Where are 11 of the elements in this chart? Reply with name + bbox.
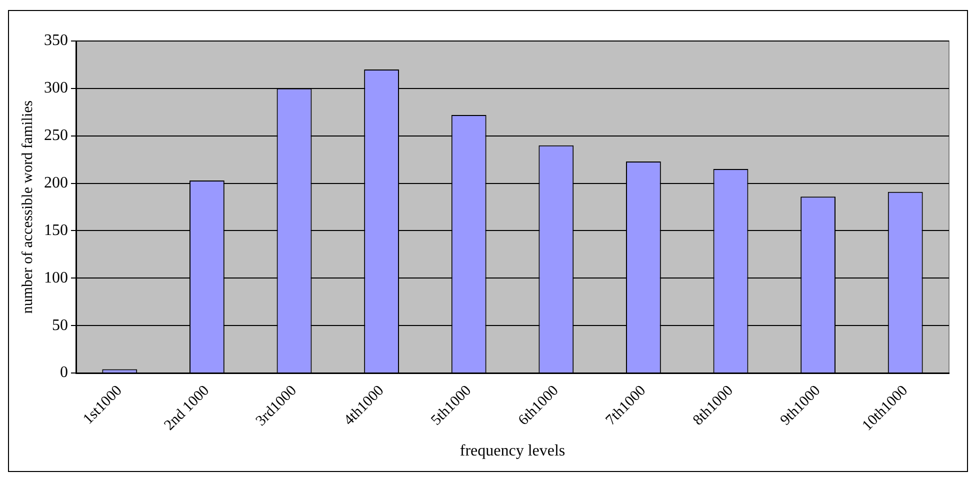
x-axis-title: frequency levels bbox=[460, 442, 566, 460]
y-tick-label: 250 bbox=[44, 127, 68, 144]
y-tick-label: 300 bbox=[44, 80, 68, 97]
y-axis-title: number of accessible word families bbox=[20, 100, 36, 314]
y-tick-label: 350 bbox=[44, 32, 68, 50]
y-tick-label: 150 bbox=[44, 222, 68, 239]
y-tick-label: 200 bbox=[44, 174, 68, 192]
y-tick-label: 0 bbox=[60, 364, 68, 382]
y-tick-label: 50 bbox=[52, 316, 68, 334]
y-tick-label: 100 bbox=[44, 269, 68, 286]
x-tick-label: 2nd 1000 bbox=[161, 382, 213, 434]
